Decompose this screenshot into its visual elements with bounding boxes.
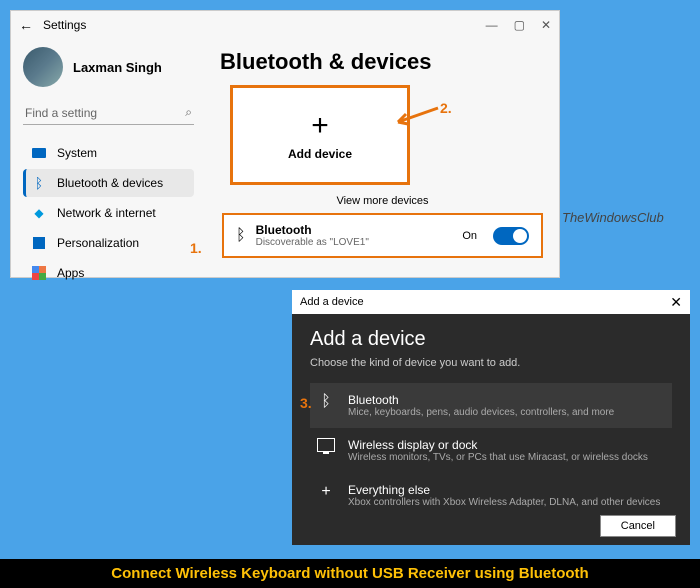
bluetooth-icon: ᛒ: [316, 393, 336, 411]
window-title: Settings: [43, 18, 486, 32]
device-option-sub: Mice, keyboards, pens, audio devices, co…: [348, 407, 666, 418]
bluetooth-icon: ᛒ: [31, 175, 47, 191]
sidebar-item-label: Apps: [57, 266, 84, 280]
dialog-heading: Add a device: [310, 328, 672, 351]
search-icon: ⌕: [185, 105, 192, 120]
titlebar: ← Settings ― ▢ ✕: [11, 11, 559, 39]
maximize-icon[interactable]: ▢: [514, 18, 525, 32]
dialog-footer: Cancel: [600, 515, 676, 537]
watermark: TheWindowsClub: [562, 210, 664, 225]
plus-icon: +: [311, 109, 329, 143]
search-placeholder: Find a setting: [25, 106, 97, 120]
close-icon[interactable]: ✕: [670, 294, 682, 311]
device-option-bluetooth[interactable]: ᛒ Bluetooth Mice, keyboards, pens, audio…: [310, 383, 672, 428]
sidebar-item-apps[interactable]: Apps: [23, 259, 194, 287]
search-input[interactable]: Find a setting ⌕: [23, 101, 194, 125]
bluetooth-text: Bluetooth Discoverable as "LOVE1": [256, 223, 453, 248]
profile[interactable]: Laxman Singh: [23, 47, 194, 87]
device-option-title: Everything else: [348, 483, 666, 497]
device-option-title: Wireless display or dock: [348, 438, 666, 452]
main-panel: Bluetooth & devices + Add device View mo…: [206, 39, 559, 277]
network-icon: ◆: [31, 205, 47, 221]
dialog-body: Add a device Choose the kind of device y…: [292, 314, 690, 532]
window-controls: ― ▢ ✕: [486, 18, 551, 32]
bluetooth-toggle-row[interactable]: ᛒ Bluetooth Discoverable as "LOVE1" On: [222, 213, 543, 258]
system-icon: [31, 145, 47, 161]
view-more-link[interactable]: View more devices: [220, 185, 545, 213]
add-device-label: Add device: [288, 147, 352, 161]
bluetooth-icon: ᛒ: [236, 227, 246, 245]
caption-bar: Connect Wireless Keyboard without USB Re…: [0, 559, 700, 588]
bluetooth-title: Bluetooth: [256, 223, 453, 237]
plus-icon: +: [316, 483, 336, 501]
device-option-sub: Xbox controllers with Xbox Wireless Adap…: [348, 497, 666, 508]
page-title: Bluetooth & devices: [220, 49, 545, 75]
apps-icon: [31, 265, 47, 281]
sidebar-item-label: Network & internet: [57, 206, 156, 220]
minimize-icon[interactable]: ―: [486, 18, 498, 32]
add-device-dialog: Add a device ✕ Add a device Choose the k…: [292, 290, 690, 545]
arrow-icon: [390, 100, 440, 130]
sidebar-item-label: Bluetooth & devices: [57, 176, 163, 190]
close-icon[interactable]: ✕: [541, 18, 551, 32]
device-option-sub: Wireless monitors, TVs, or PCs that use …: [348, 452, 666, 463]
sidebar: Laxman Singh Find a setting ⌕ System ᛒ B…: [11, 39, 206, 277]
dialog-titlebar: Add a device ✕: [292, 290, 690, 314]
device-option-wireless[interactable]: Wireless display or dock Wireless monito…: [310, 428, 672, 473]
avatar: [23, 47, 63, 87]
settings-body: Laxman Singh Find a setting ⌕ System ᛒ B…: [11, 39, 559, 277]
bluetooth-toggle[interactable]: [493, 227, 529, 245]
display-icon: [316, 438, 336, 452]
toggle-state: On: [462, 230, 477, 242]
sidebar-item-personalization[interactable]: Personalization: [23, 229, 194, 257]
dialog-subtitle: Choose the kind of device you want to ad…: [310, 357, 672, 369]
sidebar-item-network[interactable]: ◆ Network & internet: [23, 199, 194, 227]
cancel-button[interactable]: Cancel: [600, 515, 676, 537]
device-option-title: Bluetooth: [348, 393, 666, 407]
add-device-button[interactable]: + Add device: [230, 85, 410, 185]
settings-window: ← Settings ― ▢ ✕ Laxman Singh Find a set…: [10, 10, 560, 278]
annotation-3: 3.: [300, 395, 312, 411]
annotation-2: 2.: [440, 100, 452, 116]
sidebar-item-label: Personalization: [57, 236, 139, 250]
profile-name: Laxman Singh: [73, 60, 162, 75]
dialog-titlebar-text: Add a device: [300, 296, 364, 308]
device-option-everything[interactable]: + Everything else Xbox controllers with …: [310, 473, 672, 518]
sidebar-item-label: System: [57, 146, 97, 160]
annotation-1: 1.: [190, 240, 202, 256]
back-icon[interactable]: ←: [19, 17, 35, 33]
sidebar-item-bluetooth[interactable]: ᛒ Bluetooth & devices: [23, 169, 194, 197]
sidebar-item-system[interactable]: System: [23, 139, 194, 167]
personalization-icon: [31, 235, 47, 251]
bluetooth-subtitle: Discoverable as "LOVE1": [256, 237, 453, 248]
